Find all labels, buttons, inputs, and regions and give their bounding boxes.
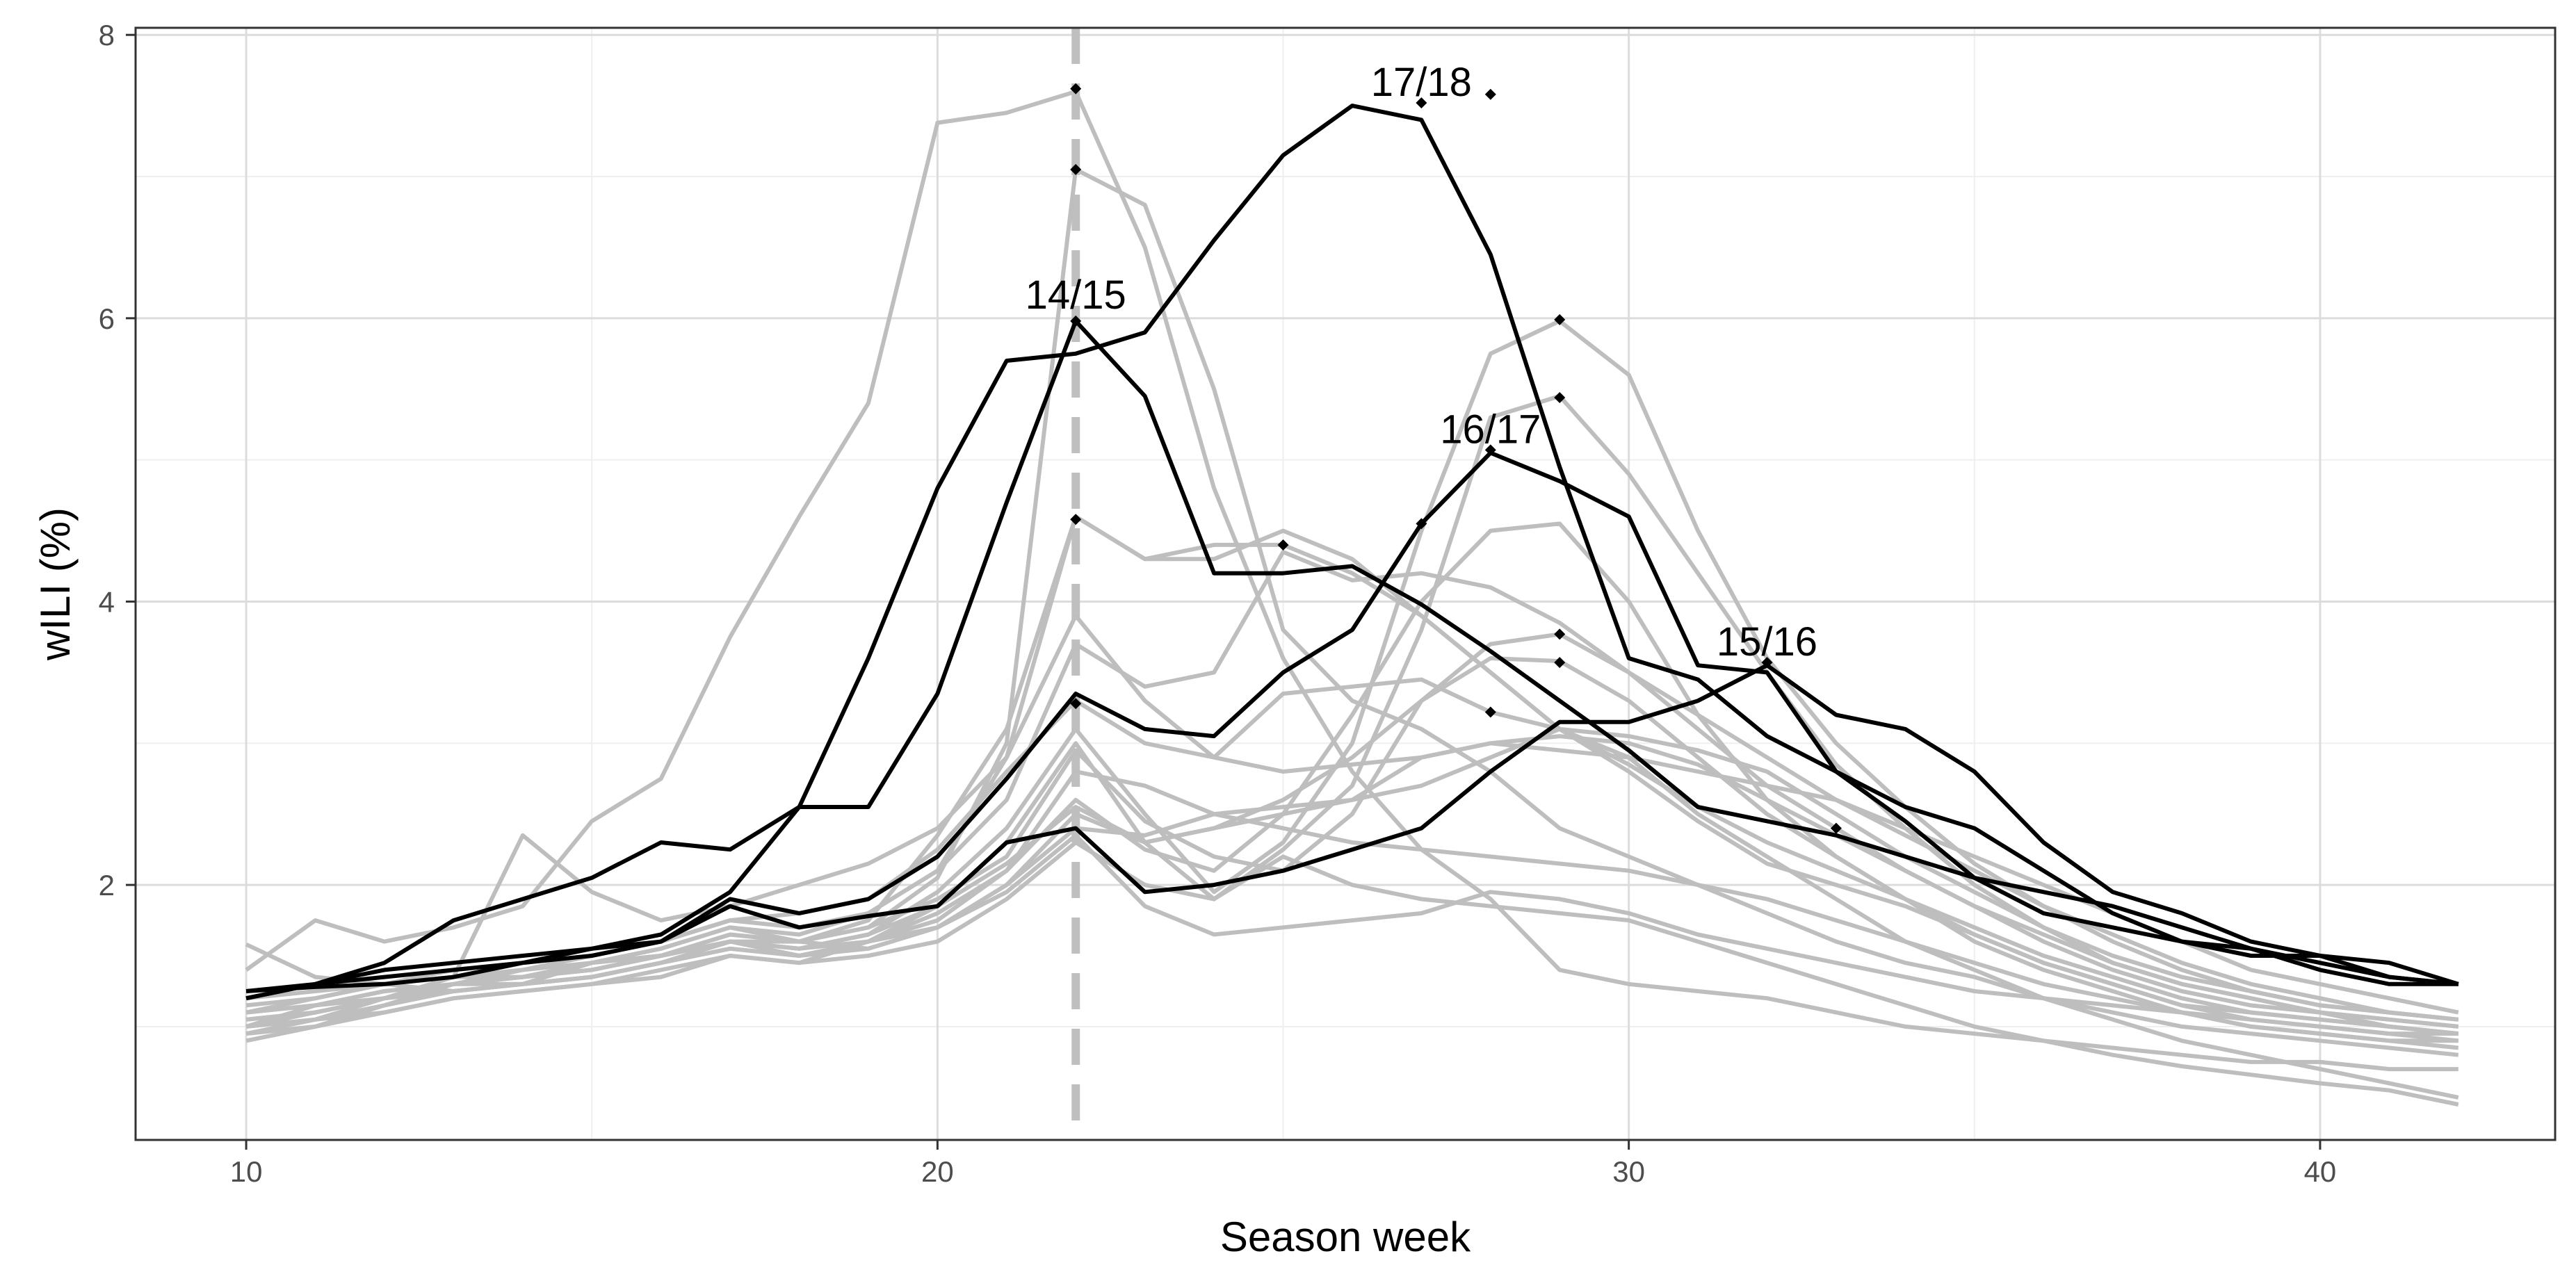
season-label-15-16: 15/16 <box>1717 619 1817 664</box>
season-line-15-16 <box>245 663 2459 1001</box>
peak-marker <box>1070 83 1082 95</box>
background-season-line <box>245 769 2459 1050</box>
season-labels: 14/15 15/16 16/17 17/18 <box>1026 60 1817 664</box>
background-season-line <box>245 89 2458 1072</box>
peak-marker <box>1484 706 1496 718</box>
panel-border <box>134 26 2557 1141</box>
peak-marker <box>1484 88 1496 100</box>
x-tick-label: 30 <box>1612 1155 1645 1188</box>
season-line-14-15 <box>245 318 2458 993</box>
highlighted-seasons <box>245 104 2459 1001</box>
y-tick-label: 6 <box>99 302 115 335</box>
background-season-line <box>245 840 2459 1107</box>
axes: 10 20 30 40 2 4 6 8 <box>99 19 2337 1188</box>
peak-marker <box>1070 163 1082 175</box>
peak-marker <box>1277 539 1289 551</box>
background-season-line <box>245 514 2459 1036</box>
peak-marker <box>1070 514 1082 525</box>
season-line-16-17 <box>245 450 2459 993</box>
season-line-17-18 <box>245 104 2459 1001</box>
season-label-14-15: 14/15 <box>1026 272 1126 318</box>
peak-marker <box>1830 822 1842 834</box>
x-tick-label: 10 <box>230 1155 263 1188</box>
peak-marker <box>1416 518 1427 530</box>
x-axis-title: Season week <box>1220 1214 1471 1260</box>
peak-marker <box>1554 313 1566 325</box>
peak-marker-16-17 <box>1484 444 1496 456</box>
peak-marker <box>1554 391 1566 403</box>
peak-marker <box>1554 628 1566 640</box>
peak-marker-17-18 <box>1416 97 1427 109</box>
background-season-line <box>245 393 2459 1036</box>
background-season-line <box>245 613 2459 1029</box>
background-seasons <box>245 89 2459 1107</box>
season-label-17-18: 17/18 <box>1371 60 1472 105</box>
peak-markers <box>1070 83 1842 834</box>
y-tick-label: 4 <box>99 585 115 618</box>
peak-marker <box>1070 698 1082 710</box>
peak-marker-14-15 <box>1070 315 1082 327</box>
background-season-line <box>245 741 2459 1015</box>
y-tick-label: 8 <box>99 19 115 51</box>
x-tick-label: 40 <box>2304 1155 2337 1188</box>
peak-marker-15-16 <box>1761 657 1773 669</box>
y-tick-label: 2 <box>99 869 115 902</box>
peak-marker <box>1554 657 1566 669</box>
season-label-16-17: 16/17 <box>1440 407 1541 452</box>
x-tick-label: 20 <box>921 1155 954 1188</box>
y-axis-title: wILI (%) <box>32 507 79 661</box>
